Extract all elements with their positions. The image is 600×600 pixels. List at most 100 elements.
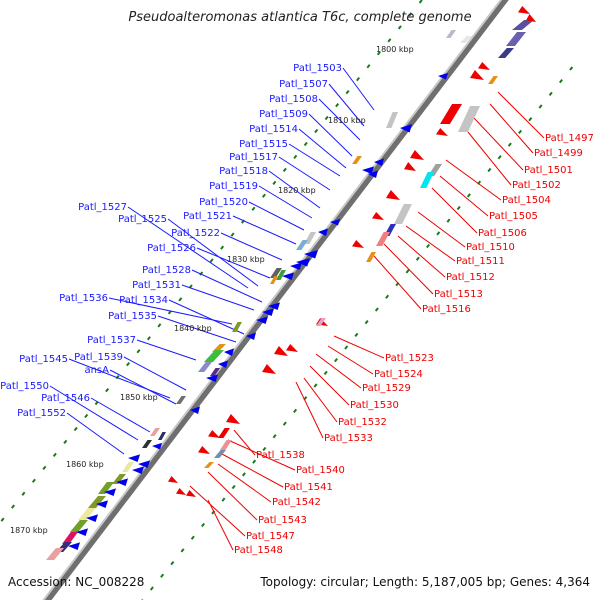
inner-tick	[408, 12, 413, 17]
forward-gene-label[interactable]: Patl_1526	[147, 243, 196, 254]
forward-gene-label[interactable]: Patl_1536	[59, 293, 108, 304]
forward-gene	[112, 474, 126, 484]
reverse-gene-label[interactable]: Patl_1524	[374, 369, 423, 380]
scale-label: 1870 kbp	[10, 526, 48, 535]
inner-tick	[324, 115, 329, 121]
forward-leader-line	[232, 215, 297, 245]
reverse-gene-label[interactable]: Patl_1530	[350, 400, 399, 411]
reverse-gene-label[interactable]: Patl_1540	[296, 465, 345, 476]
inner-tick	[230, 232, 235, 237]
reverse-gene-label[interactable]: Patl_1533	[324, 433, 373, 444]
reverse-gene-label[interactable]: Patl_1532	[338, 417, 387, 428]
forward-gene	[62, 532, 78, 544]
reverse-gene-label[interactable]: Patl_1529	[362, 383, 411, 394]
forward-gene-label[interactable]: Patl_1550	[0, 381, 49, 392]
reverse-gene	[478, 62, 490, 70]
reverse-gene-label[interactable]: Patl_1548	[234, 545, 283, 556]
reverse-gene-label[interactable]: Patl_1505	[489, 211, 538, 222]
forward-gene	[296, 240, 308, 250]
reverse-gene	[376, 232, 390, 246]
forward-gene	[270, 276, 278, 284]
forward-gene	[400, 123, 412, 133]
outer-tick	[405, 269, 410, 274]
forward-gene-label[interactable]: Patl_1552	[17, 408, 66, 419]
inner-tick	[31, 478, 36, 483]
forward-gene-label[interactable]: Patl_1509	[259, 109, 308, 120]
forward-gene-label[interactable]: Patl_1515	[239, 139, 288, 150]
reverse-gene-label[interactable]: Patl_1501	[524, 165, 573, 176]
reverse-gene	[186, 490, 196, 497]
forward-gene-label[interactable]: ansA	[84, 365, 109, 376]
reverse-gene-label[interactable]: Patl_1512	[446, 272, 495, 283]
outer-tick	[293, 408, 298, 414]
forward-gene	[204, 350, 224, 362]
reverse-gene-label[interactable]: Patl_1516	[422, 304, 471, 315]
topology-text: Topology: circular; Length: 5,187,005 bp…	[259, 575, 590, 589]
outer-tick	[436, 231, 441, 236]
outer-tick	[538, 104, 543, 109]
reverse-gene-label[interactable]: Patl_1547	[246, 531, 295, 542]
outer-tick	[518, 129, 523, 135]
reverse-gene-label[interactable]: Patl_1543	[258, 515, 307, 526]
reverse-gene-label[interactable]: Patl_1538	[256, 450, 305, 461]
inner-tick	[42, 465, 47, 470]
forward-gene-label[interactable]: Patl_1520	[199, 197, 248, 208]
forward-gene	[268, 302, 280, 310]
reverse-gene	[366, 252, 376, 262]
forward-leader-line	[328, 83, 365, 127]
inner-tick	[251, 206, 256, 211]
forward-gene	[232, 322, 242, 332]
reverse-gene-label[interactable]: Patl_1523	[385, 353, 434, 364]
reverse-leader-line	[315, 353, 362, 389]
forward-gene-label[interactable]: Patl_1535	[108, 311, 157, 322]
reverse-gene-label[interactable]: Patl_1504	[502, 195, 551, 206]
reverse-gene-label[interactable]: Patl_1510	[466, 242, 515, 253]
forward-gene-label[interactable]: Patl_1537	[87, 335, 136, 346]
forward-gene-label[interactable]: Patl_1518	[219, 166, 268, 177]
forward-gene-label[interactable]: Patl_1527	[78, 202, 127, 213]
reverse-gene	[526, 14, 536, 22]
reverse-gene-label[interactable]: Patl_1506	[478, 228, 527, 239]
forward-gene-label[interactable]: Patl_1521	[183, 211, 232, 222]
forward-gene-label[interactable]: Patl_1517	[229, 152, 278, 163]
reverse-leader-line	[217, 463, 272, 503]
backbone-highlight	[42, 0, 503, 600]
forward-gene-label[interactable]: Patl_1531	[132, 280, 181, 291]
reverse-gene-label[interactable]: Patl_1541	[284, 482, 333, 493]
forward-leader-line	[123, 356, 187, 391]
forward-leader-line	[68, 358, 171, 399]
reverse-gene-label[interactable]: Patl_1542	[272, 497, 321, 508]
reverse-gene-label[interactable]: Patl_1511	[456, 256, 505, 267]
forward-gene-label[interactable]: Patl_1519	[209, 181, 258, 192]
forward-gene-label[interactable]: Patl_1514	[249, 124, 298, 135]
forward-gene-label[interactable]: Patl_1546	[41, 393, 90, 404]
reverse-gene	[404, 162, 416, 171]
forward-gene-label[interactable]: Patl_1508	[269, 94, 318, 105]
outer-tick	[569, 66, 574, 71]
inner-tick	[84, 413, 89, 419]
inner-tick	[126, 362, 130, 367]
reverse-gene	[506, 32, 526, 46]
reverse-gene-label[interactable]: Patl_1499	[534, 148, 583, 159]
inner-tick	[209, 258, 214, 263]
forward-gene-label[interactable]: Patl_1507	[279, 79, 328, 90]
forward-gene-label[interactable]: Patl_1539	[74, 352, 123, 363]
forward-leader-line	[278, 156, 331, 191]
forward-gene-label[interactable]: Patl_1545	[19, 354, 68, 365]
outer-tick	[528, 117, 533, 122]
outer-tick	[466, 193, 471, 198]
reverse-gene-label[interactable]: Patl_1497	[545, 133, 594, 144]
forward-gene-label[interactable]: Patl_1525	[118, 214, 167, 225]
forward-leader-line	[342, 67, 375, 111]
forward-gene	[224, 348, 234, 356]
scale-label: 1830 kbp	[227, 255, 265, 264]
forward-leader-line	[66, 412, 125, 455]
forward-leader-line	[168, 299, 245, 335]
forward-gene-label[interactable]: Patl_1522	[171, 228, 220, 239]
forward-gene-label[interactable]: Patl_1534	[119, 295, 168, 306]
forward-gene	[368, 170, 378, 178]
forward-gene-label[interactable]: Patl_1503	[293, 63, 342, 74]
forward-gene-label[interactable]: Patl_1528	[142, 265, 191, 276]
reverse-gene-label[interactable]: Patl_1513	[434, 289, 483, 300]
reverse-gene-label[interactable]: Patl_1502	[512, 180, 561, 191]
